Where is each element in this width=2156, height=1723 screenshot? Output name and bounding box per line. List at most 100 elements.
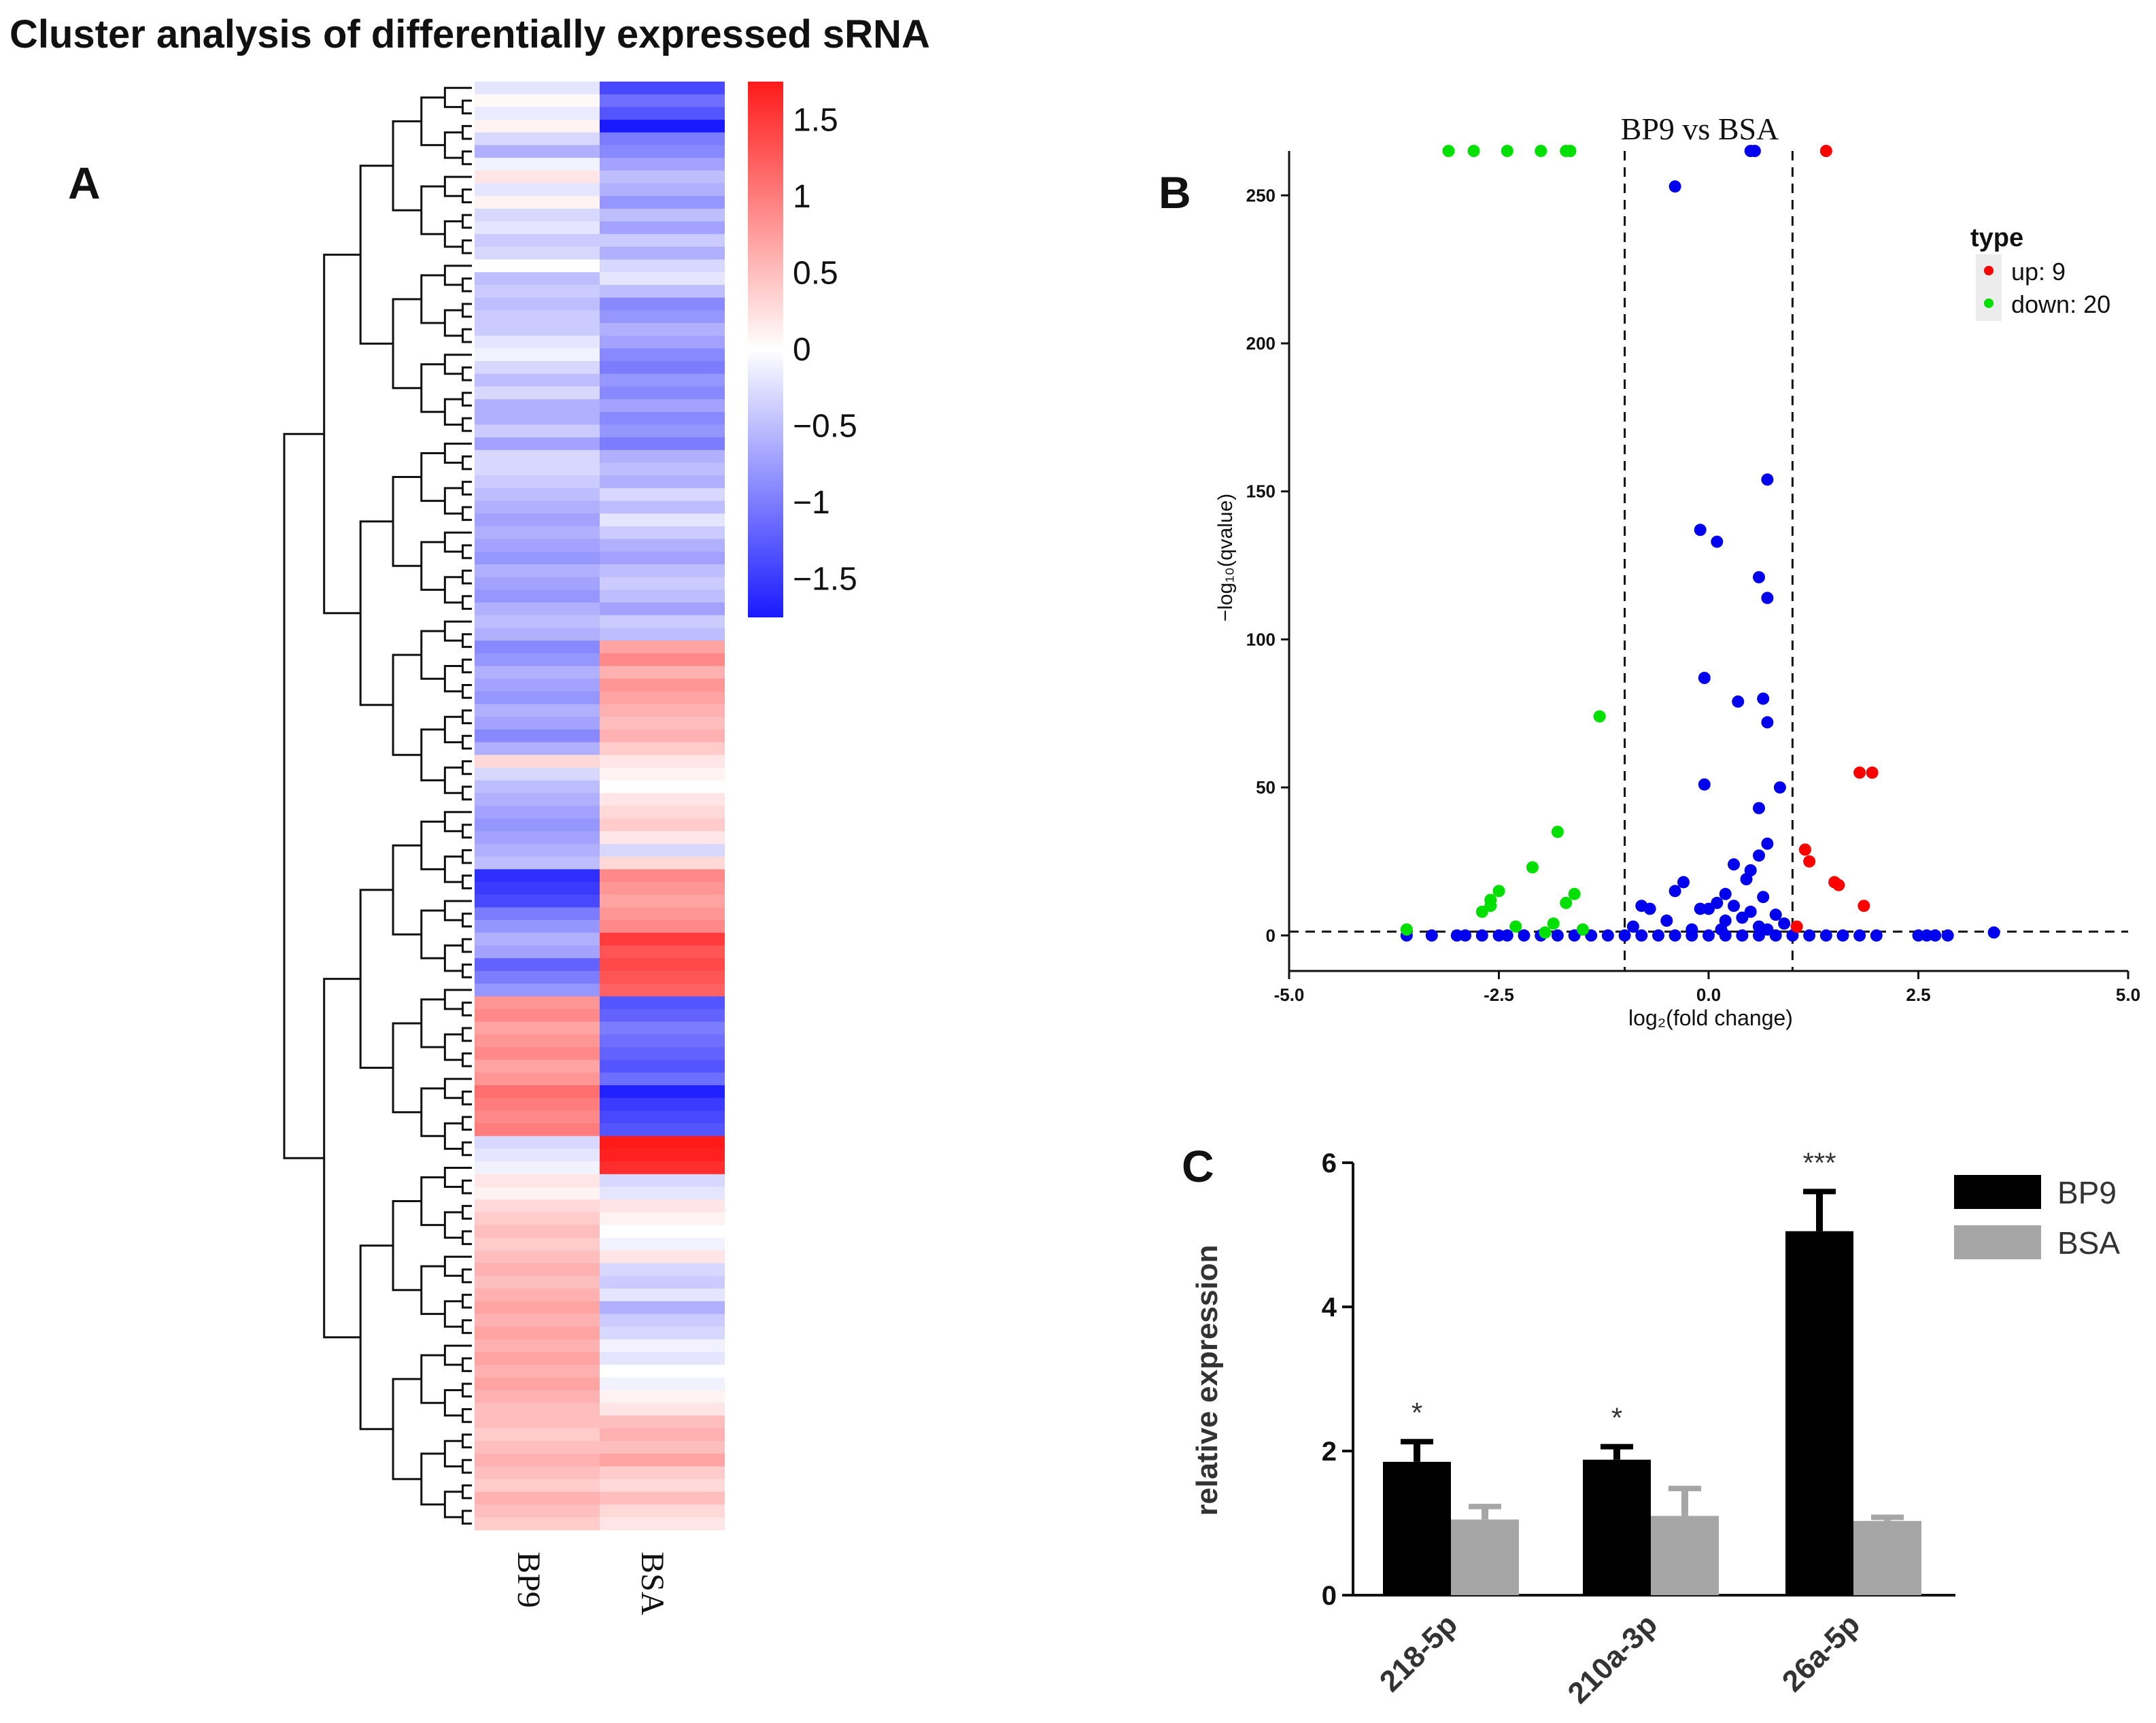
dendrogram-branch: [462, 734, 472, 750]
heatmap-cell: [600, 488, 725, 502]
dendrogram-branch: [462, 912, 472, 927]
heatmap-cell: [600, 234, 725, 248]
dendrogram-branch: [443, 398, 463, 426]
dendrogram-branch: [420, 820, 445, 870]
volcano-point-up: [1853, 766, 1866, 779]
heatmap-cell: [475, 1225, 600, 1238]
heatmap-cell: [600, 132, 725, 146]
volcano-x-tick-label: 2.5: [1906, 985, 1930, 1005]
heatmap-cell: [475, 628, 600, 641]
heatmap-cell: [600, 1263, 725, 1276]
heatmap-cell: [600, 196, 725, 209]
heatmap-cell: [600, 1453, 725, 1467]
colorbar: [748, 82, 783, 617]
dendrogram-branch: [359, 1244, 394, 1431]
dendrogram-branch: [462, 277, 472, 292]
dendrogram-branch: [462, 150, 472, 165]
volcano-point-ns: [1694, 524, 1707, 536]
bar-legend-bsa-swatch: [1954, 1225, 2041, 1259]
heatmap-cell: [600, 1097, 725, 1112]
bar-bp9: [1583, 1459, 1651, 1595]
dendrogram-branch: [443, 1389, 463, 1417]
heatmap-cell: [475, 641, 600, 654]
heatmap-cell: [600, 742, 725, 755]
volcano-title: BP9 vs BSA: [1621, 112, 1779, 146]
dendrogram-branch: [392, 1022, 422, 1114]
heatmap-cell: [475, 996, 600, 1010]
heatmap: [475, 82, 725, 1531]
bar-legend-bsa-label: BSA: [2057, 1225, 2120, 1261]
volcano-point-ns: [1769, 908, 1782, 921]
heatmap-cell: [475, 348, 600, 362]
volcano-point-ns: [1492, 929, 1505, 942]
heatmap-cell: [600, 335, 725, 349]
colorbar-tick-label: 0.5: [793, 255, 838, 291]
heatmap-cell: [475, 1136, 600, 1150]
heatmap-cell: [600, 856, 725, 870]
volcano-legend-up-dot: [1984, 266, 1994, 275]
volcano-point-ns: [1501, 929, 1513, 942]
volcano-point-ns: [1652, 929, 1664, 942]
heatmap-cell: [600, 259, 725, 273]
dendrogram-branch: [462, 1319, 472, 1334]
heatmap-cell: [600, 1123, 725, 1137]
significance-marker: *: [1411, 1397, 1422, 1429]
heatmap-cell: [600, 1110, 725, 1124]
heatmap-cell: [475, 1466, 600, 1480]
heatmap-cell: [475, 132, 600, 146]
dendrogram-branch: [462, 709, 472, 725]
dendrogram-branch: [443, 944, 463, 972]
heatmap-cell: [600, 1072, 725, 1086]
dendrogram-branch: [462, 303, 472, 318]
heatmap-cell: [600, 907, 725, 921]
volcano-point-ns: [1698, 778, 1711, 791]
heatmap-cell: [600, 1136, 725, 1150]
heatmap-cell: [475, 844, 600, 857]
heatmap-cell: [600, 475, 725, 489]
heatmap-cell: [600, 513, 725, 527]
dendrogram-branch: [462, 239, 472, 254]
bar-y-label: relative expression: [1191, 1245, 1224, 1516]
volcano-point-ns: [1761, 716, 1774, 729]
volcano-point-down: [1551, 825, 1564, 838]
bar-y-tick-label: 4: [1322, 1293, 1337, 1323]
heatmap-cell: [475, 246, 600, 260]
dendrogram-branch: [443, 265, 472, 286]
heatmap-cell: [475, 1250, 600, 1264]
heatmap-cell: [600, 780, 725, 794]
heatmap-cell: [600, 1479, 725, 1492]
heatmap-cell: [600, 1301, 725, 1314]
heatmap-cell: [475, 1415, 600, 1429]
volcano-point-ns: [1601, 929, 1614, 942]
heatmap-cell: [600, 158, 725, 171]
heatmap-cell: [475, 284, 600, 298]
dendrogram-branch: [443, 1211, 463, 1239]
heatmap-cell: [600, 958, 725, 972]
heatmap-cell: [600, 1491, 725, 1505]
heatmap-cell: [600, 1466, 725, 1480]
dendrogram-branch: [462, 595, 472, 610]
volcano-point-down: [1501, 145, 1513, 157]
volcano-point-up: [1832, 878, 1845, 891]
dendrogram-branch: [462, 1002, 472, 1017]
volcano-point-ns: [1686, 929, 1698, 942]
heatmap-cell: [600, 641, 725, 654]
heatmap-cell: [475, 602, 600, 616]
dendrogram-branch: [462, 938, 472, 953]
bar-bsa: [1651, 1516, 1719, 1595]
dendrogram-branch: [443, 576, 463, 604]
heatmap-cell: [475, 335, 600, 349]
heatmap-cell: [600, 666, 725, 679]
heatmap-cell: [475, 539, 600, 552]
dendrogram-branch: [443, 855, 463, 883]
dendrogram-branch: [443, 131, 463, 159]
heatmap-cell: [600, 120, 725, 133]
heatmap-cell: [600, 1212, 725, 1226]
heatmap-cell: [475, 1097, 600, 1112]
volcano-legend-key-bg: [1976, 254, 2002, 321]
heatmap-cell: [600, 1428, 725, 1441]
significance-marker: ***: [1802, 1146, 1836, 1178]
heatmap-cell: [475, 882, 600, 895]
heatmap-cell: [600, 183, 725, 197]
dendrogram-branch: [443, 220, 463, 248]
